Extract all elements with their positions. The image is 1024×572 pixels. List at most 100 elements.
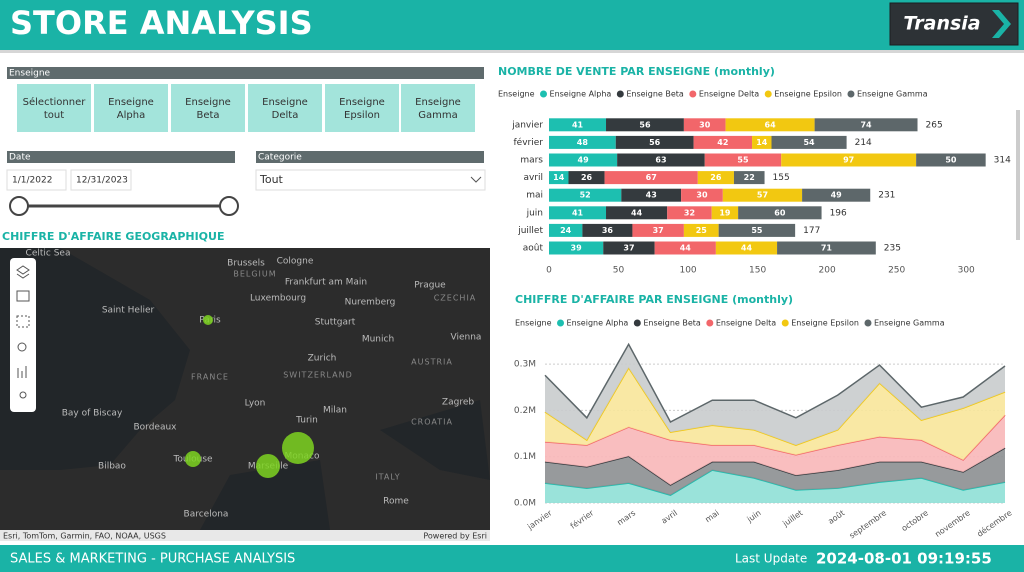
map-bubble[interactable]	[282, 432, 314, 464]
tool-layers[interactable]	[16, 265, 30, 279]
map-label: Brussels	[227, 259, 265, 269]
bar-segment[interactable]	[697, 171, 734, 185]
bar-segment[interactable]	[603, 241, 655, 255]
data-label: 42	[717, 138, 728, 147]
bar-segment[interactable]	[549, 135, 616, 149]
bar-segment[interactable]	[733, 171, 765, 185]
data-label: 71	[821, 244, 833, 253]
bar-segment[interactable]	[916, 153, 986, 167]
map-label: AUSTRIA	[411, 358, 453, 367]
bar-segment[interactable]	[722, 188, 803, 202]
bar-segment[interactable]	[693, 135, 753, 149]
bar-segment[interactable]	[606, 206, 668, 220]
total-label: 235	[884, 244, 901, 254]
bar-segment[interactable]	[781, 153, 917, 167]
bar-segment[interactable]	[683, 223, 719, 237]
bar-segment[interactable]	[549, 188, 622, 202]
area	[545, 367, 1005, 460]
tool-user[interactable]	[19, 391, 27, 399]
map-bubble[interactable]	[256, 454, 280, 478]
x-tick-label: novembre	[933, 508, 971, 539]
bar-segment[interactable]	[615, 135, 694, 149]
filter-button[interactable]	[325, 84, 399, 132]
data-label: 48	[577, 138, 589, 147]
map-title: CHIFFRE D'AFFAIRE GEOGRAPHIQUE	[2, 230, 224, 243]
map-label: CZECHIA	[434, 294, 477, 303]
tool-search[interactable]	[17, 342, 27, 352]
legend-title: Enseigne	[498, 90, 535, 99]
bar-segment[interactable]	[568, 171, 605, 185]
filter-button[interactable]	[171, 84, 245, 132]
bar-segment[interactable]	[667, 206, 712, 220]
filter-button[interactable]	[248, 84, 322, 132]
filter-button-label: Sélectionner tout	[23, 96, 87, 121]
legend-label[interactable]: Enseigne Delta	[716, 319, 776, 328]
legend-marker	[689, 90, 697, 98]
header-bar	[0, 0, 1024, 50]
tool-grid[interactable]	[16, 290, 30, 302]
bar-segment[interactable]	[704, 153, 782, 167]
bar-segment[interactable]	[549, 241, 604, 255]
x-tick-label: avril	[660, 508, 679, 525]
map-label: Celtic Sea	[26, 249, 71, 259]
legend-label[interactable]: Enseigne Beta	[626, 90, 684, 99]
x-tick-label: 250	[888, 266, 905, 276]
bar-segment[interactable]	[604, 171, 698, 185]
filter-header	[7, 67, 484, 79]
slider-handle[interactable]	[9, 196, 29, 216]
bar-segment[interactable]	[683, 118, 726, 132]
filter-button[interactable]	[401, 84, 475, 132]
bar-segment[interactable]	[814, 118, 918, 132]
bar-segment[interactable]	[718, 223, 796, 237]
bar-segment[interactable]	[549, 153, 618, 167]
date-input[interactable]	[70, 169, 132, 191]
tool-chart[interactable]	[17, 366, 27, 378]
filter-button-label: Enseigne Delta	[262, 97, 308, 121]
date-input[interactable]	[6, 169, 67, 191]
dropdown[interactable]	[255, 169, 486, 191]
bar-segment[interactable]	[681, 188, 723, 202]
bar-segment[interactable]	[617, 153, 705, 167]
bar-segment[interactable]	[738, 206, 822, 220]
x-tick-label: août	[826, 508, 846, 526]
map-bubble[interactable]	[203, 315, 213, 325]
bar-segment[interactable]	[632, 223, 684, 237]
legend-label[interactable]: Enseigne Beta	[643, 319, 701, 328]
map-bubble[interactable]	[185, 451, 201, 467]
bar-segment[interactable]	[606, 118, 684, 132]
bar-segment[interactable]	[549, 118, 607, 132]
data-label: 14	[756, 138, 768, 147]
bar-segment[interactable]	[549, 206, 607, 220]
bar-segment[interactable]	[802, 188, 871, 202]
map-label: Prague	[414, 281, 446, 291]
bar-segment[interactable]	[752, 135, 772, 149]
bar-segment[interactable]	[549, 171, 569, 185]
map-label: Rome	[383, 497, 409, 507]
legend-label[interactable]: Enseigne Alpha	[550, 90, 612, 99]
legend-label[interactable]: Enseigne Epsilon	[791, 319, 859, 328]
filter-button[interactable]	[17, 84, 91, 132]
bar-segment[interactable]	[711, 206, 739, 220]
bar-segment[interactable]	[715, 241, 778, 255]
bar-segment[interactable]	[549, 223, 583, 237]
total-label: 155	[773, 173, 790, 183]
button-group: Sélectionner tout Enseigne Alpha Enseigne Bet…	[17, 84, 475, 132]
filter-button[interactable]	[94, 84, 168, 132]
slider-handle[interactable]	[219, 196, 239, 216]
bar-segment[interactable]	[654, 241, 716, 255]
bar-segment[interactable]	[582, 223, 633, 237]
bar-segment[interactable]	[771, 135, 847, 149]
data-label: 60	[774, 208, 786, 217]
bar-segment[interactable]	[725, 118, 815, 132]
y-tick-label: janvier	[511, 120, 543, 130]
legend-label[interactable]: Enseigne Gamma	[874, 319, 945, 328]
legend-label[interactable]: Enseigne Gamma	[857, 90, 928, 99]
legend-label[interactable]: Enseigne Alpha	[567, 319, 629, 328]
tool-select[interactable]	[16, 315, 30, 328]
legend-label[interactable]: Enseigne Epsilon	[774, 90, 842, 99]
bar-segment[interactable]	[777, 241, 876, 255]
legend-label[interactable]: Enseigne Delta	[699, 90, 759, 99]
data-label: 64	[765, 120, 777, 129]
bar-segment[interactable]	[621, 188, 682, 202]
data-label: 67	[646, 173, 657, 182]
